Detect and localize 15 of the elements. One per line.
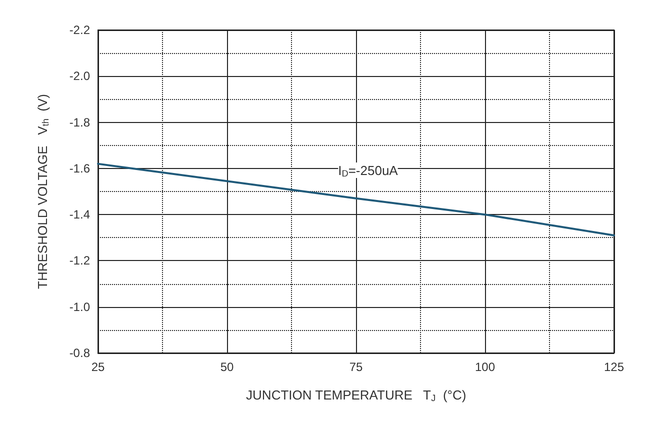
x-tick-label: 100: [474, 360, 496, 374]
y-tick-label: -0.8: [69, 346, 90, 360]
y-tick-label: -1.2: [69, 254, 90, 268]
y-tick-label: -1.0: [69, 300, 90, 314]
x-tick-label: 125: [604, 360, 624, 374]
y-tick-label: -2.0: [69, 69, 90, 84]
y-tick-label: -1.8: [69, 115, 90, 130]
x-tick-label: 25: [91, 360, 105, 374]
y-tick-label: -2.2: [69, 23, 90, 37]
x-tick-label: 50: [220, 360, 234, 374]
x-tick-label: 75: [349, 360, 363, 374]
y-tick-label: -1.4: [69, 208, 90, 222]
line-series: [97, 162, 615, 236]
y-axis-title: THRESHOLD VOLTAGE Vth (V): [34, 94, 50, 289]
y-tick-label: -1.6: [69, 161, 90, 176]
